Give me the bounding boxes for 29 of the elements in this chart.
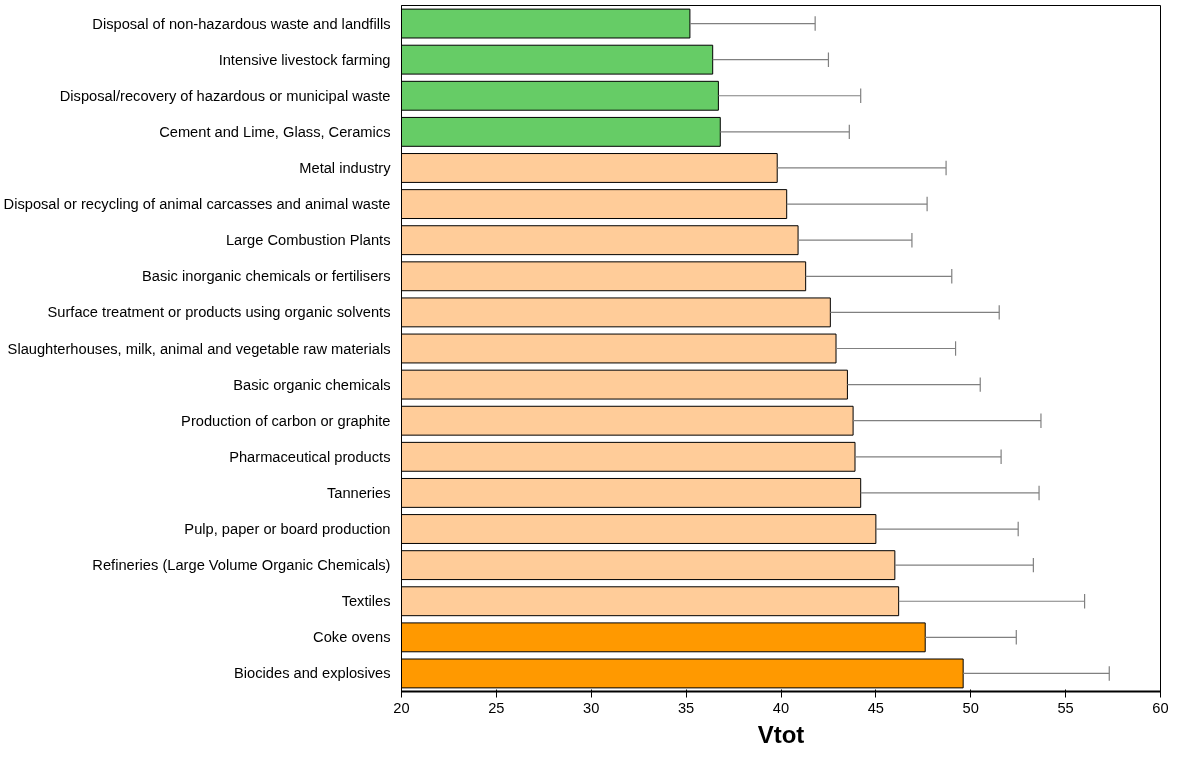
y-tick-label: Intensive livestock farming [218,51,391,68]
y-tick-label: Disposal or recycling of animal carcasses and animal waste [3,196,391,213]
y-tick-label: Slaughterhouses, milk, animal and vegetable raw materials [7,340,391,357]
x-tick-label: 35 [677,699,695,716]
y-tick-label: Basic inorganic chemicals or fertilisers [142,268,391,285]
y-tick-label: Biocides and explosives [234,665,391,682]
y-tick-label: Surface treatment or products using organic solvents [47,304,391,321]
y-tick-label: Cement and Lime, Glass, Ceramics [159,123,391,140]
x-axis-title: Vtot [757,720,805,748]
y-tick-label: Tanneries [326,484,391,501]
y-tick-label: Pharmaceutical products [229,448,391,465]
y-tick-label: Disposal/recovery of hazardous or municipal waste [59,87,391,104]
y-tick-label: Production of carbon or graphite [181,412,391,429]
y-tick-label: Metal industry [299,159,392,176]
y-tick-label: Refineries (Large Volume Organic Chemicals) [92,557,391,574]
x-tick-label: 60 [1152,699,1169,716]
y-tick-label: Textiles [341,593,391,610]
y-tick-label: Coke ovens [313,629,391,646]
x-tick-label: 50 [962,699,979,716]
x-tick-label: 30 [583,699,600,716]
y-tick-label: Basic organic chemicals [233,376,391,393]
x-tick-label: 20 [393,699,410,716]
x-tick-label: 55 [1057,699,1074,716]
y-tick-label: Pulp, paper or board production [184,521,391,538]
x-tick-label: 40 [772,699,790,716]
y-tick-label: Disposal of non-hazardous waste and landfills [92,15,391,32]
x-tick-label: 25 [488,699,505,716]
x-tick-label: 45 [867,699,885,716]
y-tick-label: Large Combustion Plants [225,232,391,249]
